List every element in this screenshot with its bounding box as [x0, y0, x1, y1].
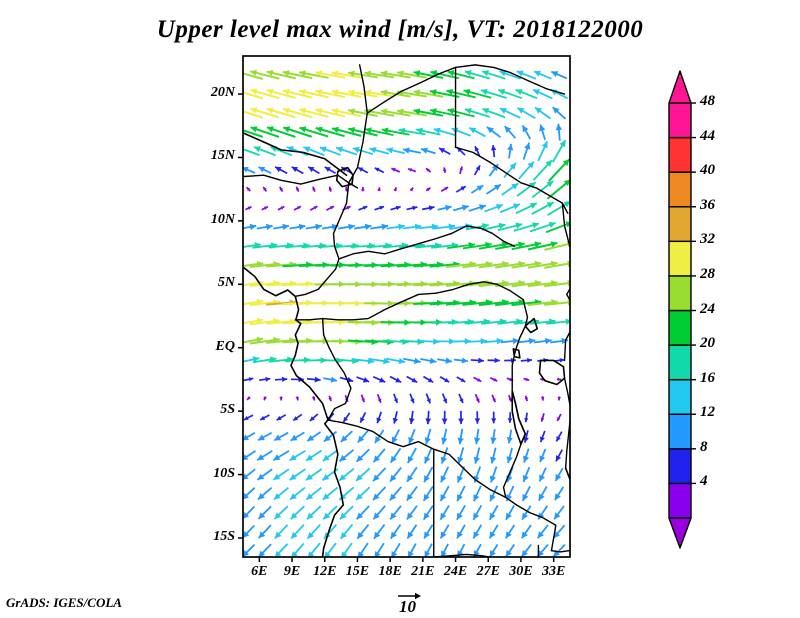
- wind-vector-layer: [243, 69, 570, 557]
- colorbar-tick-label: 12: [700, 404, 715, 421]
- colorbar-tick-label: 40: [700, 162, 715, 179]
- colorbar: [668, 70, 696, 549]
- y-axis-tick-label: 15S: [213, 528, 235, 544]
- grads-credit: GrADS: IGES/COLA: [6, 595, 122, 610]
- colorbar-tick-label: 16: [700, 369, 715, 386]
- x-axis-tick-label: 27E: [476, 564, 500, 579]
- x-axis-tick-label: 9E: [283, 564, 301, 579]
- colorbar-tick-label: 8: [700, 438, 708, 455]
- x-axis-tick-label: 6E: [251, 564, 268, 579]
- reference-vector-label: 10: [399, 597, 416, 616]
- y-axis-tick-label: 15N: [210, 148, 235, 164]
- plot-frame-border: [238, 55, 571, 562]
- colorbar-tick-label: 24: [700, 300, 715, 317]
- x-axis-tick-label: 12E: [313, 564, 337, 579]
- x-axis-tick-label: 15E: [345, 564, 370, 579]
- colorbar-tick-label: 4: [700, 473, 708, 490]
- coastline-layer: [243, 64, 570, 557]
- colorbar-tick-label: 28: [700, 265, 715, 282]
- colorbar-tick-label: 44: [700, 127, 715, 144]
- y-axis-tick-label: 10N: [210, 211, 235, 227]
- colorbar-tick-label: 32: [700, 231, 715, 248]
- colorbar-tick-label: 36: [700, 196, 715, 213]
- x-axis-tick-label: 21E: [411, 564, 435, 579]
- y-axis-tick-label: 10S: [213, 465, 235, 481]
- x-axis-tick-label: 18E: [378, 564, 402, 579]
- x-axis-tick-label: 30E: [509, 564, 533, 579]
- x-axis-tick-label: 33E: [541, 564, 566, 579]
- page-title: Upper level max wind [m/s], VT: 20181220…: [156, 16, 644, 43]
- colorbar-tick-label: 48: [700, 93, 715, 109]
- x-axis-tick-label: 24E: [443, 564, 468, 579]
- colorbar-tick-label: 20: [700, 335, 715, 352]
- y-axis-tick-label: 5S: [220, 402, 235, 418]
- y-axis-tick-label: 5N: [217, 275, 235, 291]
- y-axis-tick-label: 20N: [210, 85, 235, 101]
- reference-vector: [398, 592, 421, 600]
- y-axis-tick-label: EQ: [215, 338, 235, 354]
